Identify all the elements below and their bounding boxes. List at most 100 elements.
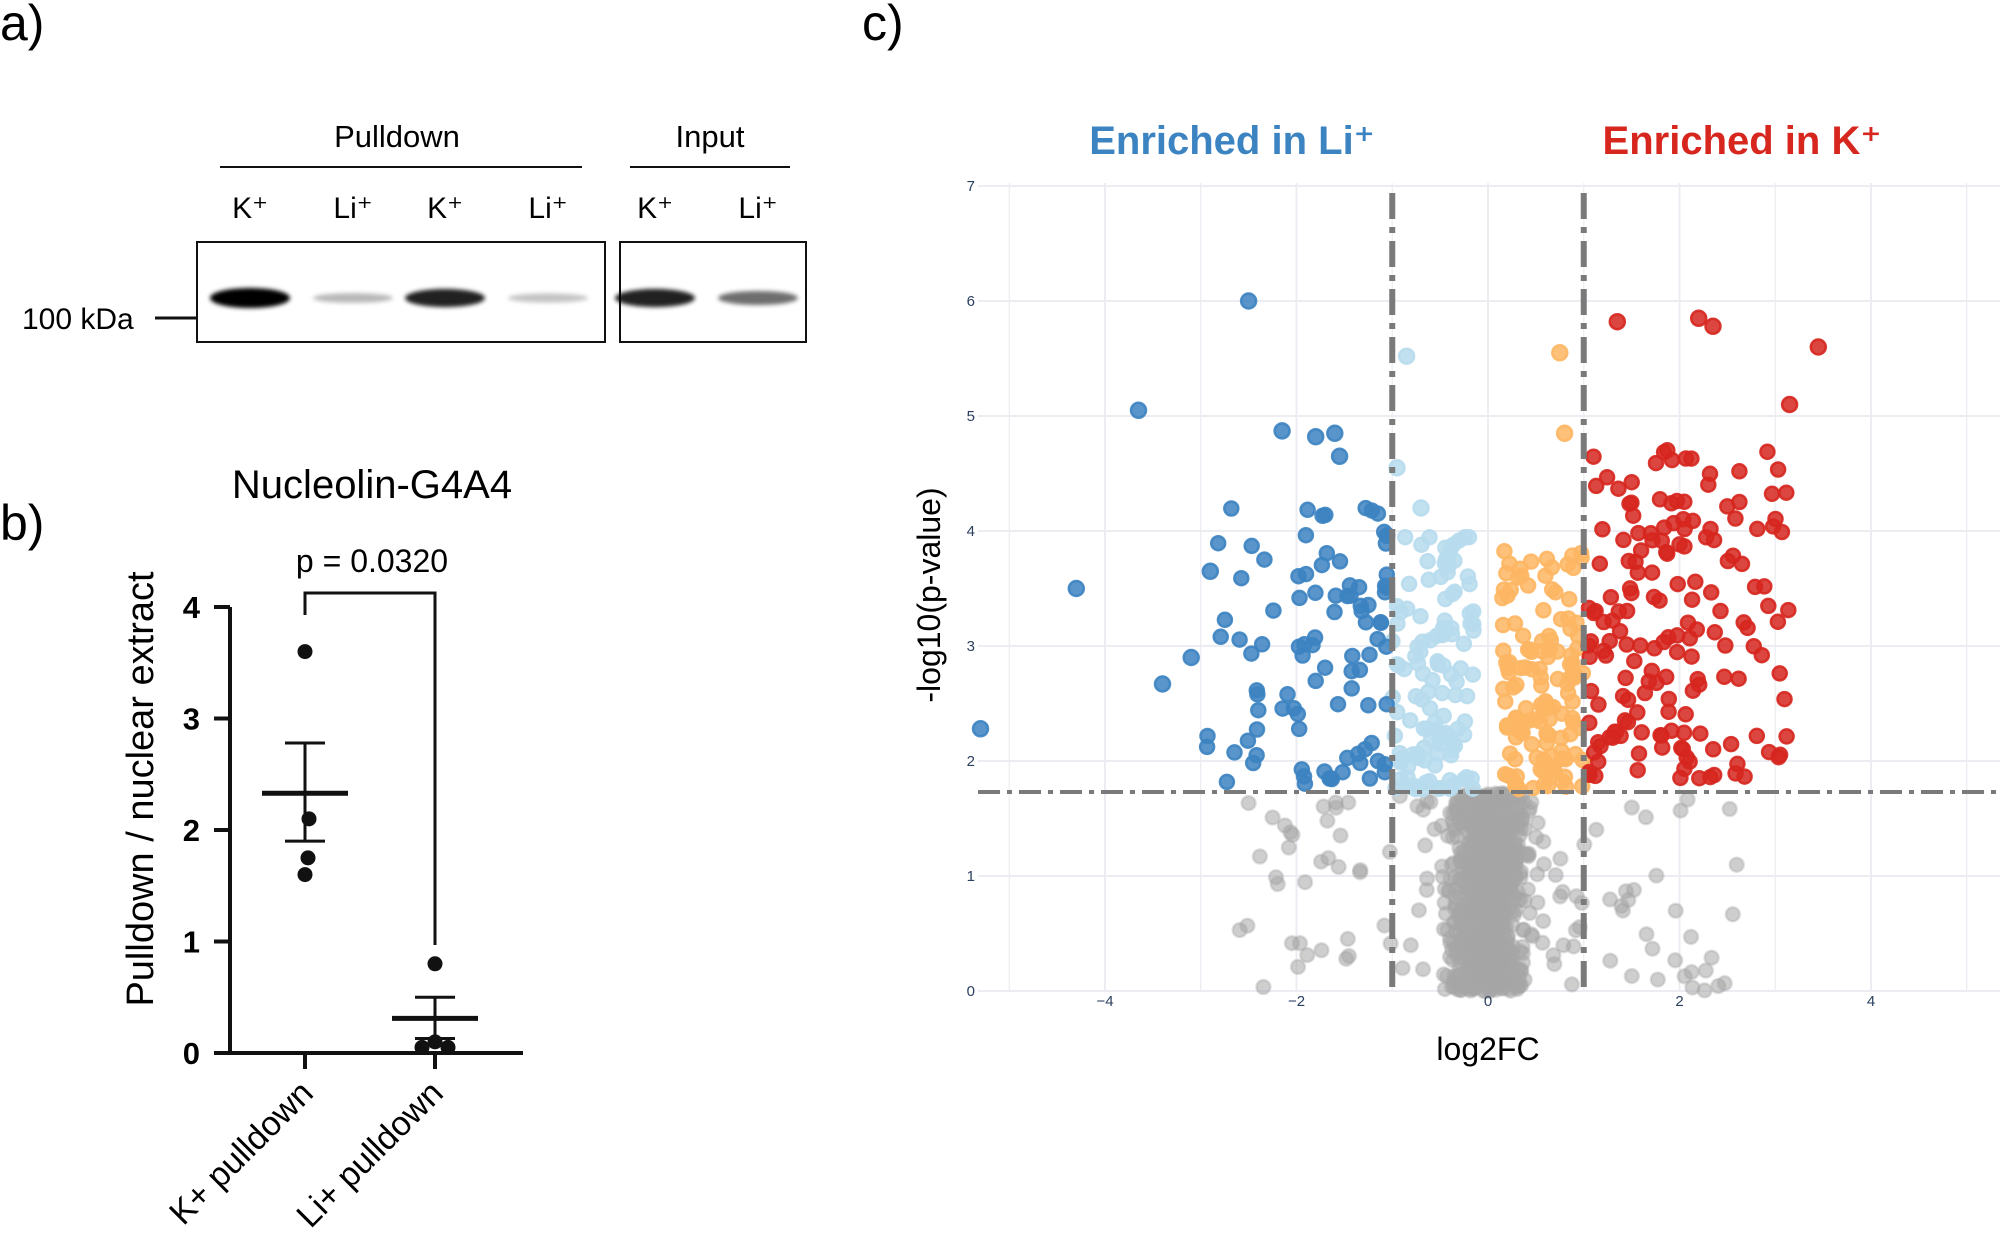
volcano-point bbox=[1703, 949, 1720, 966]
volcano-point bbox=[1547, 866, 1564, 884]
volcano-point bbox=[1531, 713, 1549, 730]
volcano-point bbox=[1669, 575, 1686, 593]
volcano-point bbox=[1448, 673, 1465, 691]
data-point bbox=[300, 850, 316, 866]
volcano-point bbox=[1535, 855, 1553, 873]
volcano-point bbox=[1769, 613, 1787, 631]
x-tick-label: −4 bbox=[1096, 993, 1113, 1010]
volcano-point bbox=[1306, 427, 1325, 446]
volcano-point bbox=[1517, 845, 1534, 863]
volcano-point bbox=[1537, 567, 1554, 584]
volcano-point bbox=[1337, 950, 1355, 968]
volcano-point bbox=[1729, 755, 1746, 773]
volcano-point bbox=[1507, 729, 1525, 746]
volcano-point bbox=[1528, 749, 1545, 766]
volcano-point bbox=[1256, 551, 1273, 568]
volcano-point bbox=[1630, 745, 1648, 762]
volcano-point bbox=[1251, 848, 1269, 865]
volcano-point bbox=[1239, 292, 1258, 310]
y-tick-label: 2 bbox=[967, 753, 975, 770]
volcano-point bbox=[1436, 555, 1454, 572]
volcano-point bbox=[1712, 602, 1729, 620]
volcano-point bbox=[1250, 701, 1267, 719]
volcano-point bbox=[1290, 720, 1308, 738]
volcano-point bbox=[1736, 768, 1753, 785]
volcano-point bbox=[1660, 629, 1677, 646]
volcano-point bbox=[1414, 801, 1432, 819]
volcano-point bbox=[1776, 690, 1793, 708]
volcano-plot-panel: 0 1 2 3 4 5 6 7 −4 −2 0 2 4 Enriched in Li⁺ Enriched… bbox=[911, 119, 2000, 1067]
volcano-point bbox=[1731, 493, 1748, 511]
volcano-point bbox=[1640, 673, 1658, 690]
volcano-point bbox=[1529, 894, 1546, 911]
volcano-point bbox=[1489, 844, 1506, 861]
volcano-point bbox=[1727, 510, 1744, 527]
volcano-point bbox=[1352, 861, 1369, 879]
volcano-point bbox=[1769, 461, 1787, 478]
data-point bbox=[427, 956, 443, 972]
volcano-point bbox=[1697, 529, 1715, 546]
volcano-point bbox=[1585, 448, 1602, 465]
volcano-point bbox=[1394, 959, 1411, 977]
volcano-point bbox=[1724, 906, 1742, 923]
y-tick-label: 4 bbox=[183, 590, 201, 625]
y-axis-label: -log10(p-value) bbox=[911, 487, 947, 702]
volcano-point bbox=[1647, 454, 1665, 472]
volcano-point bbox=[1482, 859, 1499, 876]
volcano-point bbox=[1555, 937, 1572, 954]
volcano-point bbox=[1748, 727, 1766, 745]
volcano-point bbox=[1643, 564, 1661, 581]
volcano-point bbox=[1673, 739, 1690, 757]
volcano-point bbox=[1559, 556, 1576, 573]
volcano-point bbox=[1255, 978, 1272, 996]
volcano-point bbox=[1409, 745, 1427, 763]
volcano-point bbox=[1409, 638, 1426, 655]
volcano-point bbox=[1216, 611, 1234, 629]
volcano-point bbox=[1455, 905, 1473, 923]
y-tick-label: 4 bbox=[967, 523, 975, 540]
volcano-point bbox=[1519, 577, 1537, 594]
volcano-point bbox=[1461, 605, 1479, 622]
volcano-point bbox=[1542, 747, 1560, 765]
y-tick-label: 5 bbox=[967, 408, 975, 425]
volcano-point bbox=[1239, 732, 1257, 749]
volcano-point bbox=[1459, 568, 1477, 585]
volcano-point bbox=[1633, 724, 1650, 741]
volcano-point bbox=[1361, 646, 1378, 663]
volcano-point bbox=[1363, 734, 1380, 752]
volcano-point bbox=[1700, 476, 1717, 493]
protein-band bbox=[508, 293, 588, 303]
panel-a-label: a) bbox=[0, 0, 44, 51]
volcano-point bbox=[1360, 697, 1377, 714]
volcano-point bbox=[1460, 528, 1478, 546]
volcano-point bbox=[1692, 725, 1709, 742]
volcano-point bbox=[1501, 869, 1518, 886]
volcano-point bbox=[1619, 691, 1637, 709]
y-tick-label: 2 bbox=[183, 813, 200, 848]
volcano-point bbox=[1474, 803, 1491, 820]
volcano-point bbox=[1597, 647, 1615, 664]
volcano-point bbox=[1668, 492, 1686, 510]
volcano-point bbox=[1402, 936, 1420, 954]
volcano-point bbox=[1307, 672, 1324, 690]
y-tick-label: 7 bbox=[967, 178, 975, 195]
volcano-point bbox=[1458, 769, 1475, 786]
volcano-point bbox=[1239, 917, 1256, 934]
group-label-input: Input bbox=[676, 119, 745, 154]
volcano-point bbox=[1248, 721, 1266, 738]
volcano-point bbox=[1465, 821, 1483, 839]
volcano-point bbox=[1529, 814, 1547, 832]
volcano-point bbox=[1627, 553, 1644, 571]
volcano-point bbox=[1299, 501, 1316, 519]
volcano-point bbox=[1563, 976, 1581, 993]
x-tick-label: 4 bbox=[1867, 993, 1875, 1010]
volcano-point bbox=[1291, 589, 1308, 607]
volcano-point bbox=[1421, 529, 1438, 546]
volcano-point bbox=[1771, 665, 1788, 682]
volcano-point bbox=[1414, 961, 1432, 978]
volcano-point bbox=[1778, 484, 1795, 501]
protein-band bbox=[615, 288, 695, 308]
volcano-point bbox=[1296, 775, 1314, 792]
y-tick-label: 1 bbox=[967, 868, 975, 885]
volcano-point bbox=[1410, 901, 1428, 919]
